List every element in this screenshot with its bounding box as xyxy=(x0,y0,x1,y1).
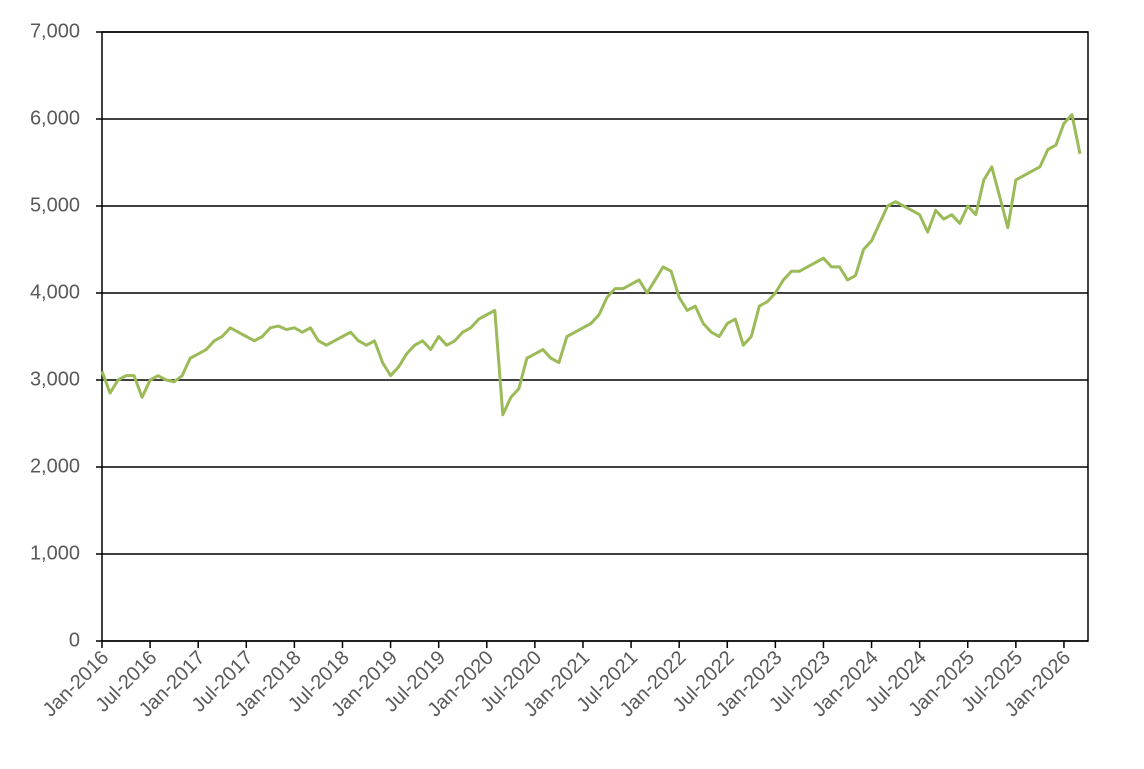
y-tick-label: 4,000 xyxy=(30,281,80,303)
y-tick-label: 3,000 xyxy=(30,368,80,390)
plot-frame xyxy=(101,31,1089,642)
y-tick-label: 6,000 xyxy=(30,107,80,129)
y-tick-label: 2,000 xyxy=(30,455,80,477)
y-tick-label: 7,000 xyxy=(30,20,80,42)
y-tick-label: 0 xyxy=(69,629,80,651)
y-tick-label: 1,000 xyxy=(30,542,80,564)
y-tick-label: 5,000 xyxy=(30,194,80,216)
data-line xyxy=(100,113,1082,417)
